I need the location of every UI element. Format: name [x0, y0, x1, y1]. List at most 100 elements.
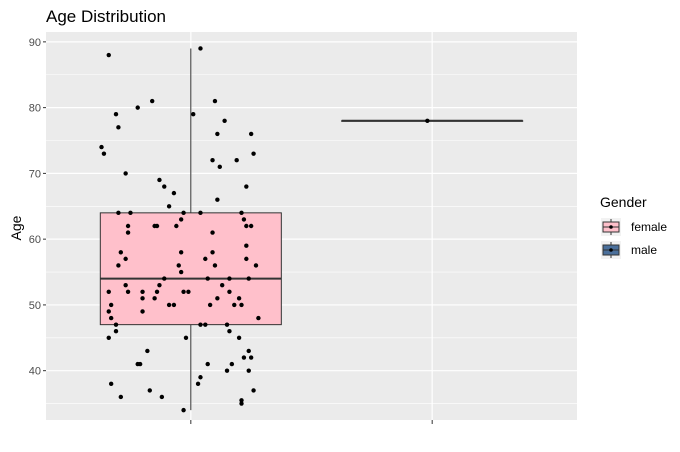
- data-point: [210, 158, 215, 163]
- data-point: [239, 302, 244, 308]
- data-point: [198, 210, 203, 216]
- data-point: [186, 289, 191, 294]
- data-point: [113, 329, 119, 334]
- data-point: [157, 177, 162, 183]
- data-point: [171, 302, 177, 308]
- data-point: [113, 112, 119, 117]
- data-point: [246, 368, 251, 373]
- data-point: [108, 302, 114, 308]
- data-point: [236, 335, 242, 340]
- data-point: [154, 289, 160, 294]
- data-point: [108, 315, 114, 321]
- data-point: [224, 368, 230, 373]
- data-point: [154, 223, 160, 229]
- data-point: [236, 296, 242, 301]
- data-point: [162, 184, 167, 189]
- data-point: [241, 217, 247, 222]
- data-point: [101, 151, 107, 156]
- data-point: [227, 329, 232, 334]
- data-point: [125, 230, 131, 235]
- data-point: [425, 118, 430, 123]
- data-point: [219, 282, 225, 288]
- legend-label: female: [631, 220, 667, 234]
- data-point: [251, 151, 256, 156]
- data-point: [118, 250, 124, 255]
- data-point: [215, 131, 220, 137]
- data-point: [227, 289, 232, 294]
- data-point: [205, 276, 210, 281]
- data-point: [178, 217, 184, 222]
- plot-panel: 40 50 60 70 80 90: [29, 32, 577, 424]
- data-point: [108, 381, 114, 387]
- data-point: [244, 256, 249, 262]
- data-point: [203, 322, 208, 327]
- data-point: [157, 282, 162, 288]
- data-point: [253, 263, 259, 268]
- data-point: [195, 381, 201, 387]
- data-point: [106, 309, 111, 314]
- data-point: [251, 388, 256, 393]
- y-axis-title: Age: [8, 215, 24, 240]
- data-point: [123, 282, 128, 288]
- data-point: [135, 361, 140, 367]
- data-point: [227, 276, 232, 281]
- data-point: [106, 335, 111, 340]
- data-point: [205, 361, 210, 367]
- data-point: [181, 289, 186, 294]
- y-tick-label: 60: [29, 234, 41, 246]
- data-point: [135, 105, 140, 110]
- data-point: [152, 296, 157, 301]
- data-point: [171, 190, 177, 196]
- data-point: [239, 398, 244, 403]
- data-point: [125, 223, 131, 229]
- y-tick-label: 80: [29, 103, 41, 115]
- data-point: [145, 348, 150, 354]
- data-point: [181, 407, 186, 413]
- data-point: [166, 302, 172, 308]
- data-point: [118, 394, 124, 400]
- data-point: [106, 289, 111, 294]
- y-tick-label: 50: [29, 300, 41, 312]
- legend-label: male: [631, 243, 657, 257]
- chart-title: Age Distribution: [46, 7, 166, 26]
- data-point: [256, 315, 261, 321]
- data-point: [162, 276, 167, 281]
- data-point: [123, 256, 128, 262]
- data-point: [140, 289, 145, 294]
- data-point: [244, 223, 249, 229]
- data-point: [246, 276, 251, 281]
- data-point: [207, 302, 213, 308]
- data-point: [239, 210, 244, 216]
- data-point: [246, 348, 251, 354]
- data-point: [239, 401, 244, 406]
- data-point: [210, 230, 215, 235]
- data-point: [234, 158, 239, 163]
- data-point: [159, 394, 165, 400]
- data-point: [106, 52, 111, 58]
- data-point: [232, 302, 237, 308]
- data-point: [222, 118, 227, 123]
- data-point: [248, 131, 254, 137]
- data-point: [150, 98, 155, 104]
- data-point: [166, 204, 172, 209]
- y-tick-label: 90: [29, 37, 41, 49]
- data-point: [244, 243, 249, 248]
- data-point: [241, 355, 247, 360]
- data-point: [116, 210, 121, 216]
- data-point: [248, 223, 254, 229]
- legend-title: Gender: [600, 194, 647, 210]
- y-tick-label: 70: [29, 168, 41, 180]
- legend: Gender female male: [600, 194, 667, 259]
- data-point: [198, 322, 203, 327]
- data-point: [140, 309, 145, 314]
- data-point: [248, 355, 254, 360]
- data-point: [191, 112, 196, 117]
- legend-key-point: [609, 248, 613, 252]
- data-point: [123, 171, 128, 176]
- data-point: [212, 98, 218, 104]
- data-point: [176, 263, 181, 268]
- data-point: [140, 296, 145, 301]
- data-point: [198, 375, 203, 380]
- data-point: [128, 210, 133, 216]
